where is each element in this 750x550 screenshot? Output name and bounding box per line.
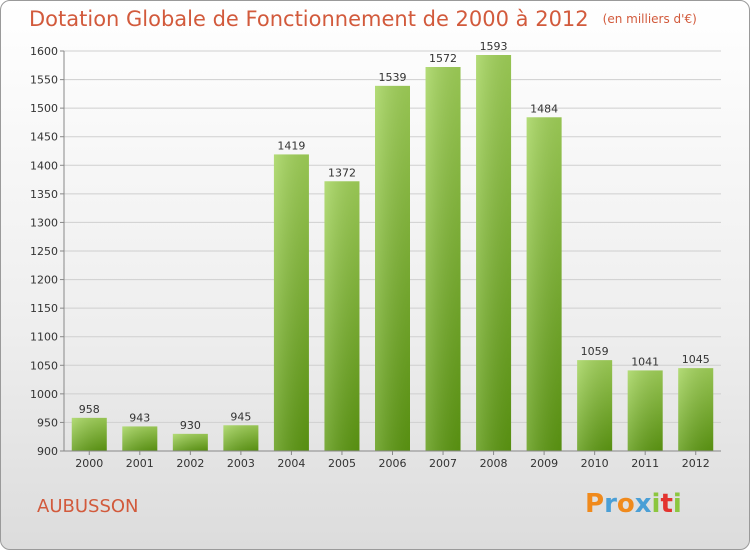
x-tick-label: 2011 (631, 457, 659, 470)
logo-letter: o (616, 489, 635, 519)
chart-title: Dotation Globale de Fonctionnement de 20… (29, 7, 697, 31)
bar-shade (324, 181, 360, 452)
bar-value-label: 943 (129, 411, 150, 424)
x-tick-label: 2006 (379, 457, 407, 470)
x-tick-label: 2008 (480, 457, 508, 470)
bars-group: 958 943 930 945 1419 1372 1539 1572 1593 1484 1059… (71, 40, 714, 452)
bar-shade (526, 117, 562, 452)
place-name: AUBUSSON (37, 496, 139, 517)
x-tick-label: 2007 (429, 457, 457, 470)
y-tick-label: 900 (37, 445, 58, 458)
bar-value-label: 958 (79, 403, 100, 416)
logo-letter: i (651, 489, 661, 519)
x-tick-label: 2000 (75, 457, 103, 470)
bar-shade (172, 433, 208, 451)
y-tick-label: 1600 (30, 45, 58, 58)
bar-value-label: 1041 (631, 355, 659, 368)
axes: 900 950 1000 1050 1100 1150 1200 1250 1300 1350 14… (30, 45, 721, 470)
bar-value-label: 1045 (682, 353, 710, 366)
bar-shade (577, 360, 613, 451)
y-tick-label: 1350 (30, 188, 58, 201)
bar-value-label: 1059 (581, 345, 609, 358)
y-tick-label: 1200 (30, 274, 58, 287)
x-tick-label: 2001 (126, 457, 154, 470)
y-tick-label: 1250 (30, 245, 58, 258)
logo-letter: r (604, 489, 617, 519)
bar-shade (627, 370, 663, 451)
x-tick-label: 2005 (328, 457, 356, 470)
bar-value-label: 1539 (379, 71, 407, 84)
x-tick-label: 2010 (581, 457, 609, 470)
x-tick-label: 2004 (277, 457, 305, 470)
bar-shade (122, 426, 158, 451)
bar-value-label: 1419 (277, 139, 305, 152)
bar-value-label: 945 (230, 410, 251, 423)
bar-value-label: 1572 (429, 52, 457, 65)
bar-shade (223, 425, 259, 451)
y-tick-label: 1550 (30, 74, 58, 87)
bar-shade (375, 85, 410, 451)
bar-shade (273, 154, 309, 451)
y-tick-label: 1500 (30, 102, 58, 115)
bar-value-label: 930 (180, 419, 201, 432)
bar-value-label: 1593 (480, 40, 508, 53)
y-tick-label: 1050 (30, 359, 58, 372)
bar-shade (476, 55, 512, 451)
proxiti-logo: Proxiti (585, 489, 682, 519)
x-tick-label: 2003 (227, 457, 255, 470)
logo-letter: t (660, 489, 673, 519)
logo-letter: x (634, 489, 652, 519)
y-tick-label: 1000 (30, 388, 58, 401)
logo-letter: P (585, 489, 605, 519)
y-tick-label: 1100 (30, 331, 58, 344)
y-tick-label: 1450 (30, 131, 58, 144)
bar-value-label: 1484 (530, 102, 558, 115)
logo-letter: i (672, 489, 682, 519)
chart-subtitle: (en milliers d'€) (602, 12, 697, 26)
bar-value-label: 1372 (328, 166, 356, 179)
y-tick-label: 1150 (30, 302, 58, 315)
bar-shade (425, 67, 461, 451)
bar-shade (71, 417, 107, 451)
x-tick-label: 2012 (682, 457, 710, 470)
x-tick-label: 2009 (530, 457, 558, 470)
y-tick-label: 950 (37, 416, 58, 429)
y-tick-label: 1300 (30, 216, 58, 229)
x-tick-label: 2002 (176, 457, 204, 470)
bar-shade (678, 368, 714, 451)
y-tick-label: 1400 (30, 159, 58, 172)
